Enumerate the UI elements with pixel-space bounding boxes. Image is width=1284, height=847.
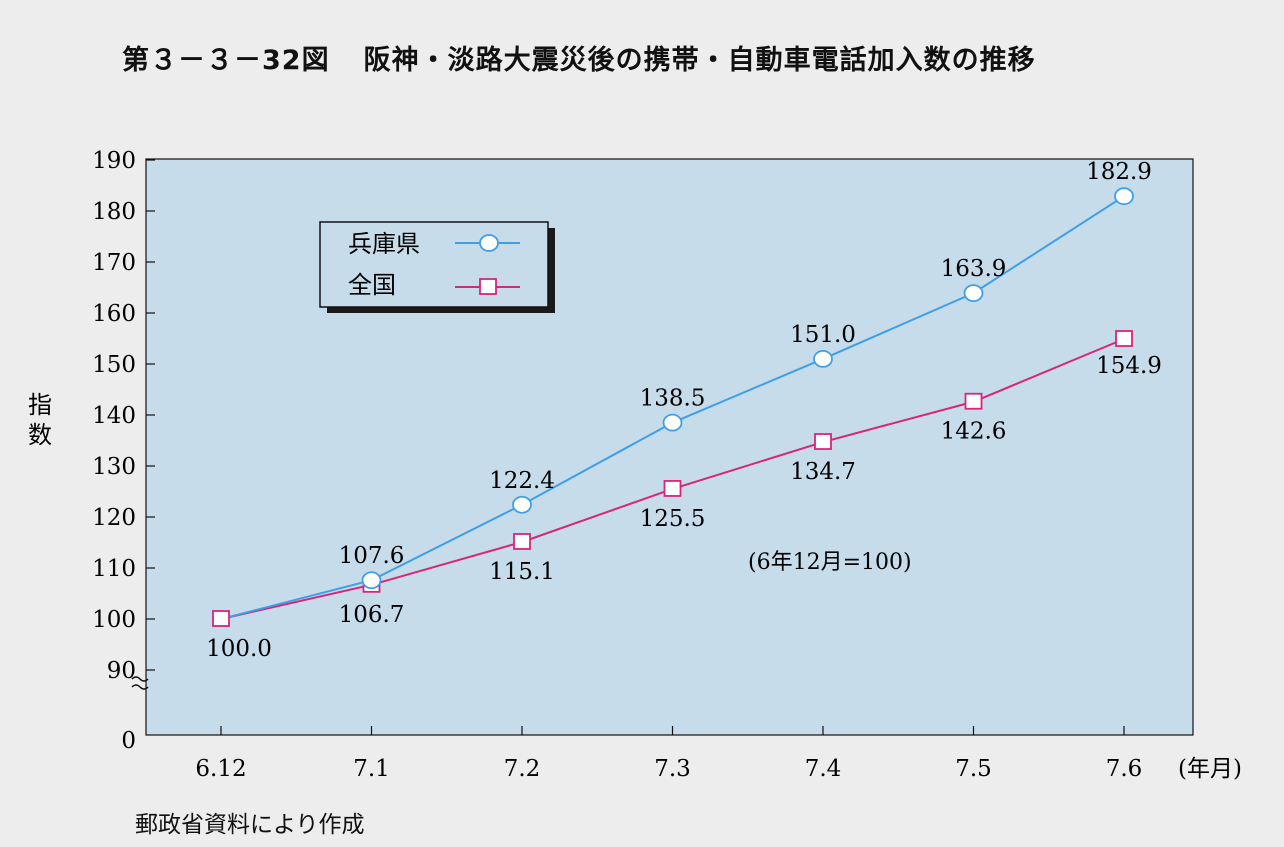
series-markers xyxy=(212,187,1134,627)
x-tick-label: 7.6 xyxy=(1106,756,1143,782)
legend: 兵庫県 全国 xyxy=(319,221,555,313)
plot-area xyxy=(145,158,1194,736)
source-note: 郵政省資料により作成 xyxy=(135,812,365,838)
point-marker-national xyxy=(212,610,230,627)
y-tick-label: 90 xyxy=(107,658,136,684)
x-tick-label: 7.1 xyxy=(353,756,390,782)
data-label-national: 100.0 xyxy=(206,636,272,662)
legend-label-hyogo: 兵庫県 xyxy=(348,230,420,258)
point-marker-national xyxy=(663,480,682,497)
chart-title: 第３－３－32図 阪神・淡路大震災後の携帯・自動車電話加入数の推移 xyxy=(122,38,1036,77)
y-tick-label: 140 xyxy=(92,403,136,429)
data-label-hyogo: 138.5 xyxy=(640,386,706,412)
data-label-national: 142.6 xyxy=(941,419,1007,445)
point-marker-hyogo xyxy=(512,495,532,514)
y-axis-label-char-2: 数 xyxy=(28,421,52,449)
data-labels: 107.6 122.4 138.5 151.0 163.9 182.9 100.0 106.7… xyxy=(206,159,1162,662)
data-label-national: 134.7 xyxy=(790,459,856,485)
point-marker-hyogo xyxy=(662,413,683,432)
y-tick-label: 110 xyxy=(92,556,136,582)
y-tick-label: 190 xyxy=(92,148,136,174)
y-tick-label: 130 xyxy=(92,454,136,480)
data-label-hyogo: 151.0 xyxy=(790,322,856,348)
data-label-national: 106.7 xyxy=(339,602,405,628)
figure-title: 阪神・淡路大震災後の携帯・自動車電話加入数の推移 xyxy=(363,45,1036,76)
point-marker-hyogo xyxy=(813,349,833,368)
x-tick-label: 7.3 xyxy=(654,756,691,782)
legend-marker-circle xyxy=(479,234,499,252)
tick-labels: 0 90 100 110 120 130 140 150 160 170 180 190 6.12 7.1… xyxy=(92,148,1142,782)
legend-label-national: 全国 xyxy=(348,271,396,299)
data-label-hyogo: 107.6 xyxy=(339,543,405,569)
point-marker-national xyxy=(1115,330,1133,347)
y-tick-label: 170 xyxy=(92,250,136,276)
data-label-national: 125.5 xyxy=(640,506,706,532)
x-tick-label: 7.2 xyxy=(504,756,541,782)
point-marker-hyogo xyxy=(1114,187,1134,206)
data-label-hyogo: 163.9 xyxy=(941,256,1007,282)
data-label-hyogo: 182.9 xyxy=(1086,159,1152,185)
y-tick-label: 180 xyxy=(92,199,136,225)
point-marker-national xyxy=(964,392,983,410)
point-marker-hyogo xyxy=(963,284,984,303)
y-tick-label: 100 xyxy=(92,607,136,633)
x-axis-unit: (年月) xyxy=(1178,756,1242,782)
y-tick-label: 150 xyxy=(92,352,136,378)
y-axis-label-char-1: 指 xyxy=(28,391,52,419)
y-tick-label: 160 xyxy=(92,301,136,327)
point-marker-hyogo xyxy=(361,571,382,590)
data-label-national: 115.1 xyxy=(489,559,555,585)
x-tick-label: 6.12 xyxy=(195,756,246,782)
figure-number: 第３－３－32図 xyxy=(122,45,330,76)
data-label-national: 154.9 xyxy=(1096,353,1162,379)
x-tick-label: 7.5 xyxy=(955,756,992,782)
axes xyxy=(146,159,1125,735)
point-marker-national xyxy=(513,533,531,550)
x-tick-label: 7.4 xyxy=(805,756,842,782)
base-note: (6年12月=100) xyxy=(748,550,912,575)
legend-box xyxy=(319,221,549,308)
y-tick-label: 0 xyxy=(121,728,136,754)
y-tick-label: 120 xyxy=(92,505,136,531)
axis-break-icon xyxy=(131,676,149,690)
data-label-hyogo: 122.4 xyxy=(489,468,555,494)
point-marker-national xyxy=(814,433,832,450)
legend-marker-square xyxy=(479,278,497,295)
